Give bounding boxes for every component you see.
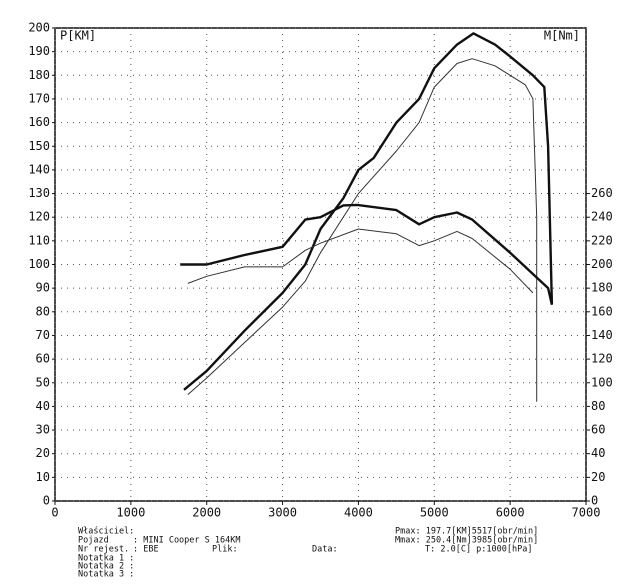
y-tick-label: 40 bbox=[36, 399, 50, 413]
y-tick-label: 10 bbox=[36, 470, 50, 484]
x-tick-label: 3000 bbox=[268, 506, 297, 520]
y-tick-label: 70 bbox=[36, 328, 50, 342]
y2-tick-label: 60 bbox=[591, 423, 605, 437]
y-tick-label: 80 bbox=[36, 304, 50, 318]
x-tick-label: 1000 bbox=[116, 506, 145, 520]
footer-text: Plik: bbox=[212, 545, 238, 555]
x-tick-label: 5000 bbox=[420, 506, 449, 520]
plot-frame bbox=[54, 27, 587, 502]
data-line bbox=[180, 203, 554, 305]
footer-text: Notatka 2 : bbox=[78, 562, 134, 572]
y2-tick-label: 0 bbox=[591, 494, 598, 508]
footer-text: : EBE bbox=[133, 545, 159, 555]
footer-text: T: 2.0[C] p:1000[hPa] bbox=[425, 545, 532, 555]
x-tick-label: 7000 bbox=[572, 506, 601, 520]
y2-tick-label: 220 bbox=[591, 233, 613, 247]
y2-axis-label: M[Nm] bbox=[544, 29, 580, 43]
footer-text: Pojazd bbox=[78, 536, 109, 546]
y2-tick-label: 200 bbox=[591, 257, 613, 271]
y2-tick-label: 40 bbox=[591, 446, 605, 460]
y-tick-label: 130 bbox=[28, 186, 50, 200]
footer-text: Mmax: 250.4[Nm]3985[obr/min] bbox=[395, 536, 538, 546]
x-tick-label: 6000 bbox=[496, 506, 525, 520]
x-tick-label: 2000 bbox=[192, 506, 221, 520]
footer-text: Data: bbox=[312, 545, 338, 555]
footer-text: Pmax: 197.7[KM]5517[obr/min] bbox=[395, 527, 538, 537]
y2-tick-label: 260 bbox=[591, 186, 613, 200]
x-tick-label: 4000 bbox=[344, 506, 373, 520]
y-tick-label: 110 bbox=[28, 233, 50, 247]
data-line bbox=[183, 32, 554, 391]
y2-tick-label: 80 bbox=[591, 399, 605, 413]
footer-text: Notatka 1 : bbox=[78, 554, 134, 564]
y-tick-label: 180 bbox=[28, 68, 50, 82]
y-tick-label: 190 bbox=[28, 44, 50, 58]
y2-tick-label: 120 bbox=[591, 352, 613, 366]
y-tick-label: 100 bbox=[28, 257, 50, 271]
y-tick-label: 170 bbox=[28, 91, 50, 105]
data-line bbox=[187, 228, 534, 294]
data-line bbox=[187, 58, 538, 402]
y-tick-label: 150 bbox=[28, 139, 50, 153]
y-tick-label: 120 bbox=[28, 210, 50, 224]
footer-text: Właściciel: bbox=[78, 526, 134, 537]
y-tick-label: 160 bbox=[28, 115, 50, 129]
footer-text: : MINI Cooper S 164KM bbox=[133, 536, 240, 546]
y-tick-label: 30 bbox=[36, 423, 50, 437]
y2-tick-label: 240 bbox=[591, 210, 613, 224]
y-tick-label: 0 bbox=[43, 494, 50, 508]
y-tick-label: 50 bbox=[36, 375, 50, 389]
y-tick-label: 200 bbox=[28, 21, 50, 35]
y2-tick-label: 140 bbox=[591, 328, 613, 342]
y-axis-label: P[KM] bbox=[60, 29, 96, 43]
y2-tick-label: 100 bbox=[591, 375, 613, 389]
y-tick-label: 90 bbox=[36, 281, 50, 295]
footer-text: Nr rejest. bbox=[78, 545, 129, 555]
x-tick-label: 0 bbox=[51, 506, 58, 520]
y2-tick-label: 160 bbox=[591, 304, 613, 318]
y-tick-label: 60 bbox=[36, 352, 50, 366]
y2-tick-label: 20 bbox=[591, 470, 605, 484]
y-tick-label: 140 bbox=[28, 162, 50, 176]
footer-text: Notatka 3 : bbox=[78, 570, 134, 580]
y2-tick-label: 180 bbox=[591, 281, 613, 295]
y-tick-label: 20 bbox=[36, 446, 50, 460]
